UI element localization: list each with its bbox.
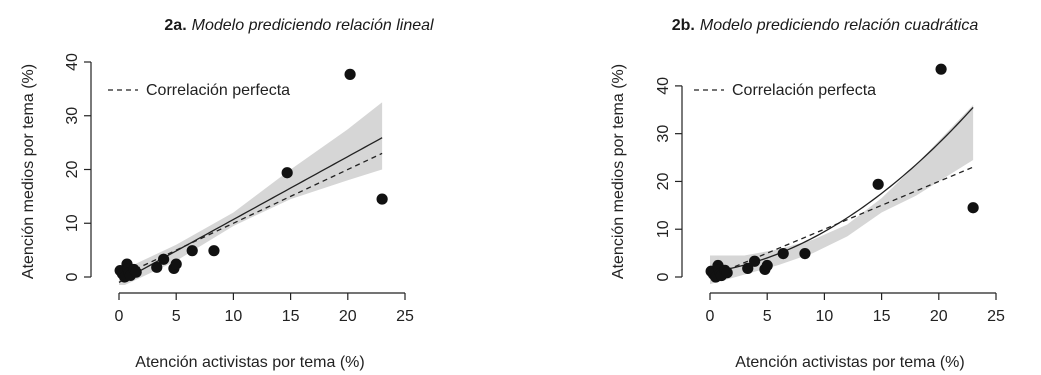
data-point xyxy=(186,245,198,257)
data-point xyxy=(872,178,884,190)
y-tick-label: 30 xyxy=(64,107,81,125)
data-point xyxy=(376,193,388,205)
data-point xyxy=(799,247,811,260)
data-point xyxy=(967,202,979,214)
x-tick-label: 0 xyxy=(706,308,715,325)
y-tick-label: 10 xyxy=(655,220,672,238)
x-tick-label: 15 xyxy=(282,308,300,325)
x-tick-label: 10 xyxy=(816,308,834,325)
fitted-line xyxy=(709,106,974,273)
y-axis-label: Atención medios por tema (%) xyxy=(610,64,627,279)
data-point xyxy=(130,266,142,278)
y-tick-label: 0 xyxy=(655,272,672,281)
data-point xyxy=(158,253,170,265)
x-axis-label: Atención activistas por tema (%) xyxy=(135,354,364,371)
data-point xyxy=(170,258,182,270)
x-tick-label: 25 xyxy=(396,308,414,325)
data-point xyxy=(151,261,163,273)
x-tick-label: 20 xyxy=(930,308,948,325)
panel-title: 2a. Modelo prediciendo relación lineal xyxy=(164,17,434,34)
chart-2a: 2a. Modelo prediciendo relación lineal 0 5 1… xyxy=(20,17,434,371)
confidence-band xyxy=(710,105,974,285)
y-tick-label: 20 xyxy=(655,172,672,190)
y-tick-label: 30 xyxy=(655,125,672,143)
y-axis-label: Atención medios por tema (%) xyxy=(20,64,37,279)
data-point xyxy=(344,68,356,80)
data-point xyxy=(749,255,761,267)
confidence-band xyxy=(119,102,383,285)
legend-label: Correlación perfecta xyxy=(146,82,290,99)
x-tick-label: 5 xyxy=(172,308,181,325)
y-tick-label: 10 xyxy=(64,214,81,232)
legend-label: Correlación perfecta xyxy=(732,82,876,99)
panel-title-text: Modelo prediciendo relación cuadrática xyxy=(700,17,978,34)
y-tick-label: 40 xyxy=(64,53,81,71)
data-point xyxy=(742,262,754,274)
data-point xyxy=(208,245,220,257)
x-tick-label: 5 xyxy=(763,308,772,325)
y-tick-label: 0 xyxy=(64,272,81,281)
y-tick-label: 40 xyxy=(655,77,672,95)
data-point xyxy=(935,63,947,75)
panel-title-text: Modelo prediciendo relación lineal xyxy=(192,17,434,34)
panel-title-number: 2b. xyxy=(672,17,695,34)
data-point xyxy=(777,247,789,260)
chart-2b: 2b. Modelo prediciendo relación cuadrátic… xyxy=(610,17,1005,371)
data-point xyxy=(761,259,773,272)
panel-title-number: 2a. xyxy=(164,17,186,34)
x-tick-label: 20 xyxy=(339,308,357,325)
data-point xyxy=(281,167,293,179)
x-tick-label: 10 xyxy=(225,308,243,325)
data-point xyxy=(721,267,733,279)
x-axis-label: Atención activistas por tema (%) xyxy=(735,354,964,371)
x-tick-label: 25 xyxy=(987,308,1005,325)
y-tick-label: 20 xyxy=(64,161,81,179)
panel-title: 2b. Modelo prediciendo relación cuadrátic… xyxy=(672,17,979,34)
x-tick-label: 15 xyxy=(873,308,891,325)
x-tick-label: 0 xyxy=(115,308,124,325)
